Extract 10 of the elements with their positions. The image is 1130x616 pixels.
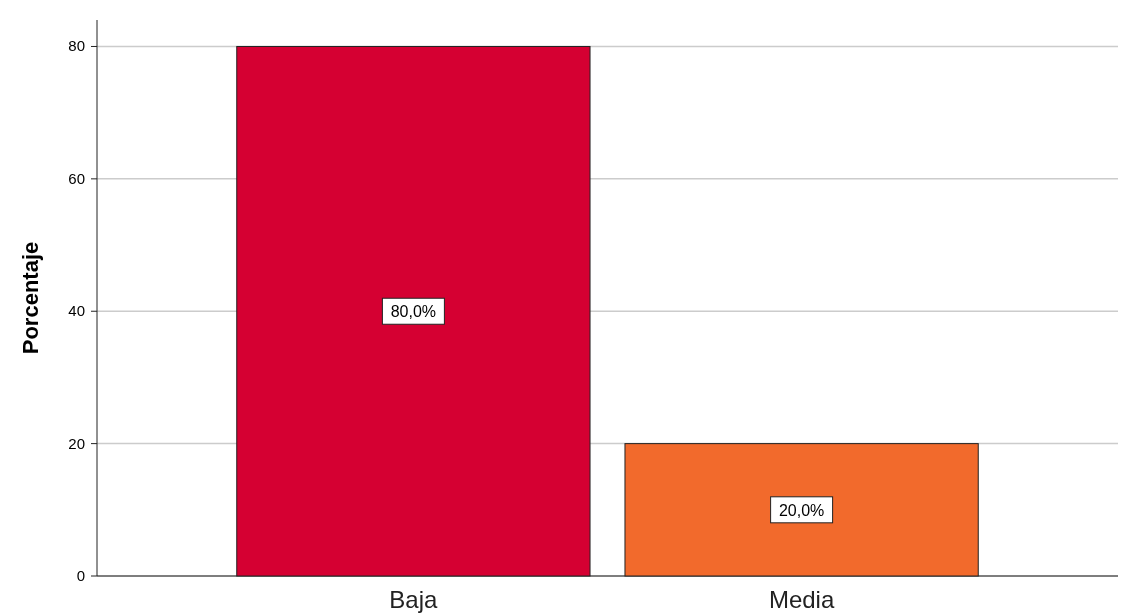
y-tick-label: 20 <box>68 434 85 452</box>
y-tick-label: 0 <box>76 567 85 584</box>
y-axis-title: Porcentaje <box>18 241 43 355</box>
y-tick-label: 80 <box>68 37 85 55</box>
y-tick-label: 40 <box>68 302 85 320</box>
y-tick-label: 60 <box>68 169 85 187</box>
x-tick-label: Media <box>768 586 835 613</box>
x-tick-label: Baja <box>389 586 439 613</box>
data-label: 80,0% <box>390 303 437 321</box>
data-label: 20,0% <box>778 501 825 519</box>
